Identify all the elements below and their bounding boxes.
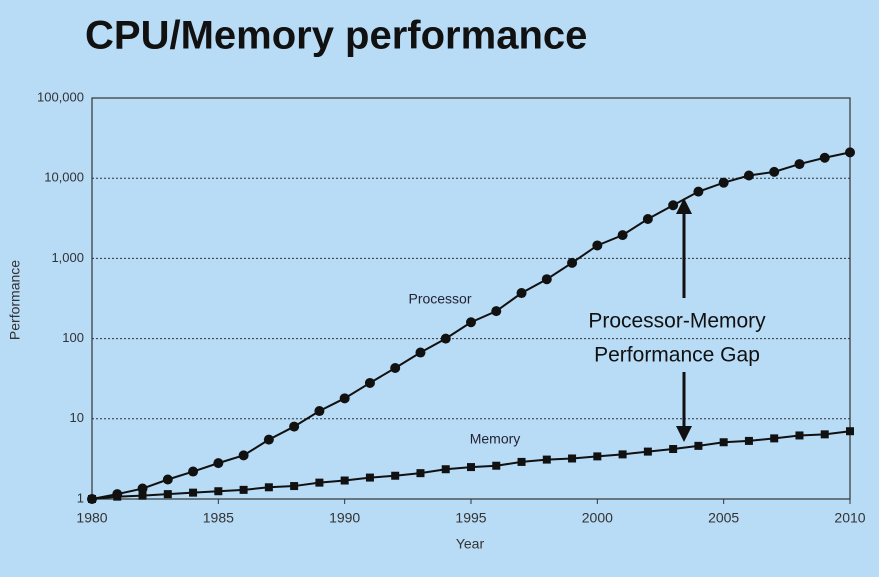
point: [88, 495, 96, 503]
point: [617, 230, 628, 241]
point: [718, 177, 729, 188]
plot-frame: [91, 97, 851, 500]
annotation: Performance Gap: [594, 344, 760, 367]
point: [845, 147, 855, 158]
point: [365, 473, 374, 482]
point: [795, 431, 804, 440]
point: [819, 152, 830, 163]
point: [642, 213, 653, 224]
point: [541, 274, 552, 285]
point: [794, 159, 805, 170]
series-label: Processor: [408, 291, 471, 307]
point: [137, 483, 148, 494]
point: [593, 452, 602, 461]
point: [467, 463, 475, 472]
point: [364, 377, 375, 388]
annotation: Processor-Memory: [588, 310, 766, 333]
point: [491, 306, 502, 317]
point: [391, 471, 400, 480]
point: [669, 445, 678, 454]
point: [693, 186, 704, 197]
point: [340, 476, 349, 485]
point: [769, 166, 780, 177]
point: [138, 491, 147, 500]
point: [618, 450, 627, 459]
point: [390, 362, 401, 373]
point: [189, 488, 198, 497]
point: [290, 482, 299, 491]
arrow-head: [676, 426, 692, 442]
point: [744, 436, 753, 445]
x-tick-label: 2005: [708, 510, 739, 526]
point: [314, 406, 325, 417]
point: [542, 455, 551, 464]
x-tick-label: 1995: [455, 510, 486, 526]
x-tick-label: 2010: [834, 510, 865, 526]
y-tick-label: 100: [62, 330, 84, 345]
point: [441, 465, 450, 474]
point: [770, 434, 779, 443]
point: [694, 441, 703, 450]
point: [113, 492, 122, 501]
point: [264, 483, 273, 492]
x-tick-label: 1980: [76, 510, 107, 526]
point: [719, 438, 728, 447]
y-axis-label: Performance: [7, 260, 23, 340]
arrow-head: [676, 198, 692, 214]
x-axis-label: Year: [456, 536, 485, 552]
point: [214, 487, 223, 496]
point: [592, 240, 603, 251]
point: [643, 447, 652, 456]
point: [188, 466, 199, 477]
y-tick-label: 1,000: [51, 250, 84, 265]
point: [517, 457, 526, 466]
point: [466, 317, 476, 328]
point: [162, 474, 173, 485]
point: [846, 427, 854, 436]
point: [163, 490, 172, 499]
point: [416, 469, 425, 478]
x-tick-label: 1985: [203, 510, 234, 526]
point: [289, 421, 300, 432]
x-tick-label: 2000: [582, 510, 613, 526]
point: [668, 200, 679, 211]
y-tick-label: 10,000: [44, 170, 84, 185]
x-tick-label: 1990: [329, 510, 360, 526]
point: [213, 458, 224, 469]
chart-title: CPU/Memory performance: [85, 14, 587, 58]
point: [743, 170, 754, 181]
point: [516, 288, 527, 299]
point: [492, 461, 501, 470]
y-tick-label: 1: [77, 490, 84, 505]
point: [238, 450, 249, 461]
point: [567, 257, 578, 268]
point: [339, 393, 350, 404]
point: [820, 430, 829, 439]
y-tick-label: 100,000: [37, 89, 84, 104]
point: [440, 333, 451, 344]
point: [568, 454, 577, 463]
point: [315, 478, 324, 487]
point: [415, 347, 426, 358]
series-label: Memory: [470, 431, 521, 447]
y-tick-label: 10: [70, 410, 84, 425]
point: [239, 485, 248, 494]
point: [263, 434, 274, 445]
